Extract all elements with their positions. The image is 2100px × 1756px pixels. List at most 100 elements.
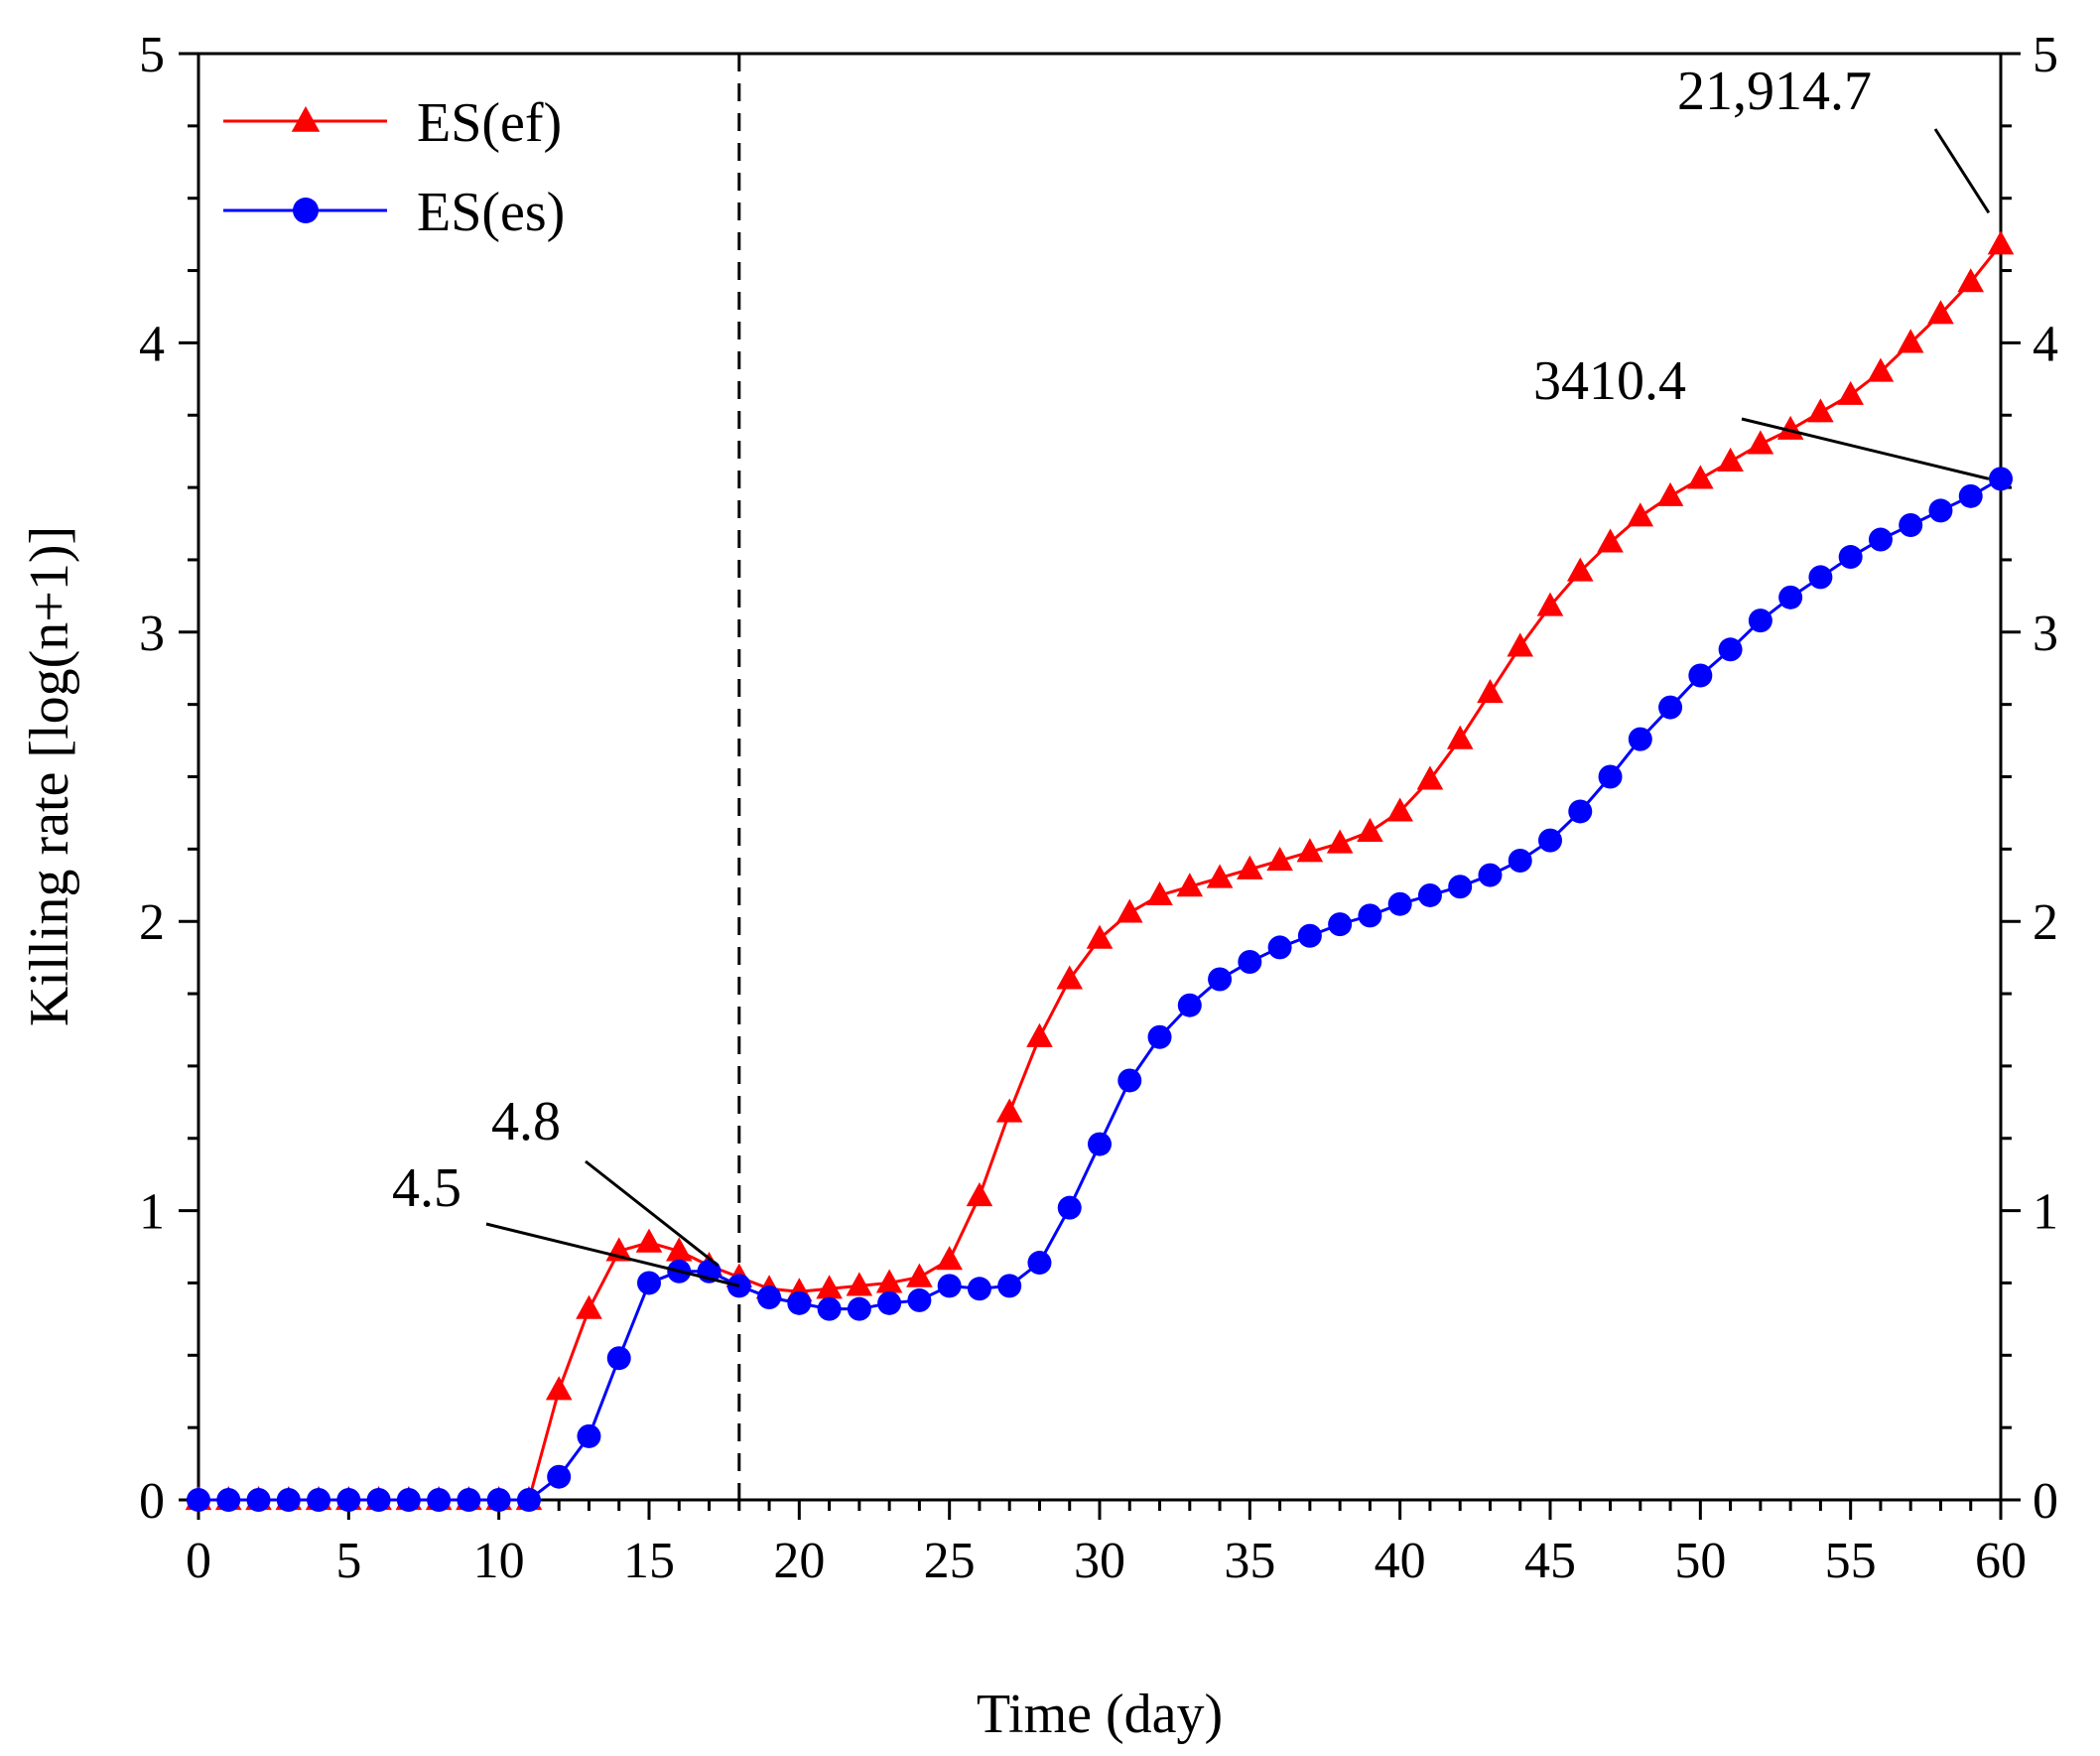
series-es-point <box>1448 875 1473 899</box>
y-axis-right-ticks: 0 1 2 3 4 5 <box>2001 27 2058 1530</box>
series-es-point <box>1117 1068 1142 1093</box>
series-es-point <box>1147 1024 1172 1049</box>
series-es-point <box>787 1290 812 1315</box>
y-right-tick-label: 1 <box>2033 1184 2058 1241</box>
legend-ef-label: ES(ef) <box>417 92 562 154</box>
series-ef-point <box>1116 898 1143 923</box>
series-es-point <box>1088 1132 1112 1156</box>
series-es-point <box>1328 912 1353 937</box>
series-es-point <box>1899 512 1923 537</box>
series-ef-point <box>846 1272 873 1296</box>
x-tick-label: 50 <box>1674 1533 1726 1589</box>
series-ef-point <box>1837 380 1864 405</box>
series-es-point <box>1027 1251 1052 1276</box>
x-tick-label: 35 <box>1224 1533 1275 1589</box>
series-es-point <box>1928 498 1953 523</box>
series-ef-point <box>1747 430 1774 455</box>
series-ef-point <box>1897 329 1924 353</box>
legend-es-marker <box>293 198 319 223</box>
series-ef-point <box>816 1275 843 1299</box>
series-ef-point <box>665 1237 693 1262</box>
series-es-point <box>187 1488 210 1512</box>
series-ef-point <box>1687 465 1714 489</box>
series-es-point <box>1688 663 1713 688</box>
series-es-point <box>1538 828 1562 853</box>
series-ef-point <box>1176 873 1204 897</box>
series-es-point <box>1958 483 1983 508</box>
series-es-point <box>1628 727 1652 751</box>
x-tick-label: 5 <box>335 1533 361 1589</box>
series-es-point <box>516 1488 541 1512</box>
series-ef-point <box>1717 447 1744 472</box>
y-left-tick-label: 5 <box>139 27 165 83</box>
annotation-leader-line <box>485 1222 740 1287</box>
series-ef-point <box>1296 838 1324 863</box>
series-es-point <box>1177 993 1202 1017</box>
series-es-point <box>757 1285 782 1310</box>
series-ef-point <box>1266 847 1293 872</box>
x-tick-label: 40 <box>1375 1533 1426 1589</box>
series-ef-point <box>1146 880 1173 906</box>
series-ef-point <box>545 1376 573 1401</box>
series-ef-point <box>1446 725 1474 749</box>
series-es-point <box>1748 608 1772 633</box>
series-es-point <box>1989 467 2013 491</box>
series-es-point <box>847 1296 871 1321</box>
x-tick-label: 0 <box>186 1533 211 1589</box>
series-ef-point <box>936 1246 963 1271</box>
y-right-tick-label: 5 <box>2033 27 2058 83</box>
series-es-point <box>547 1464 572 1489</box>
annotation-layer: 4.5 4.8 21,914.7 3410.4 <box>392 61 1991 1287</box>
series-ef-point <box>1326 829 1354 854</box>
series-es-point <box>1868 527 1893 552</box>
series-es-point <box>1658 695 1683 720</box>
legend-ef-marker <box>291 106 321 132</box>
series-ef-point <box>1086 924 1114 949</box>
y-left-tick-label: 4 <box>139 316 165 372</box>
series-es-point <box>1297 923 1322 948</box>
series-es-point <box>817 1296 842 1321</box>
series-es-point <box>1838 545 1863 570</box>
series-es-point <box>486 1488 511 1512</box>
y-right-tick-label: 3 <box>2033 606 2058 662</box>
x-tick-label: 45 <box>1524 1533 1576 1589</box>
annotation-label: 3410.4 <box>1533 350 1686 412</box>
series-ef-point <box>1056 965 1084 990</box>
series-es-point <box>336 1488 361 1512</box>
y-left-tick-label: 3 <box>139 606 165 662</box>
series-ef-line <box>198 243 2003 1502</box>
series-ef-point <box>576 1294 602 1319</box>
x-axis-title: Time (day) <box>977 1684 1223 1745</box>
series-es-point <box>1387 891 1412 916</box>
series-es-point <box>1358 903 1382 928</box>
series-ef-point <box>1927 300 1954 325</box>
series-es-point <box>246 1488 271 1512</box>
series-es-point <box>1508 849 1532 874</box>
series-ef-point <box>906 1263 933 1287</box>
series-ef-point <box>1237 855 1263 879</box>
y-left-tick-label: 2 <box>139 894 165 951</box>
series-es-point <box>1778 585 1803 609</box>
series-es-point <box>907 1287 932 1312</box>
x-tick-label: 30 <box>1074 1533 1125 1589</box>
series-ef-point <box>1477 678 1504 704</box>
x-tick-label: 10 <box>473 1533 525 1589</box>
annotation-label: 4.8 <box>491 1091 561 1152</box>
series-ef-point <box>1807 398 1834 423</box>
y-left-tick-label: 1 <box>139 1184 165 1241</box>
series-es-point <box>637 1271 661 1295</box>
series-ef-point <box>1357 817 1383 842</box>
series-es-point <box>577 1423 601 1448</box>
series-ef-point <box>1026 1022 1053 1047</box>
series-es-point <box>997 1274 1022 1298</box>
series-es-point <box>1417 882 1442 907</box>
plot-frame <box>197 52 2003 1502</box>
annotation-leader-line <box>1741 417 1990 480</box>
series-es-point <box>457 1488 481 1512</box>
series-ef-point <box>1386 797 1413 822</box>
series-es-point <box>1808 565 1833 590</box>
x-axis-ticks: 0 5 10 15 20 25 30 35 40 45 50 55 60 <box>186 1500 2027 1589</box>
series-es-point <box>606 1346 631 1371</box>
